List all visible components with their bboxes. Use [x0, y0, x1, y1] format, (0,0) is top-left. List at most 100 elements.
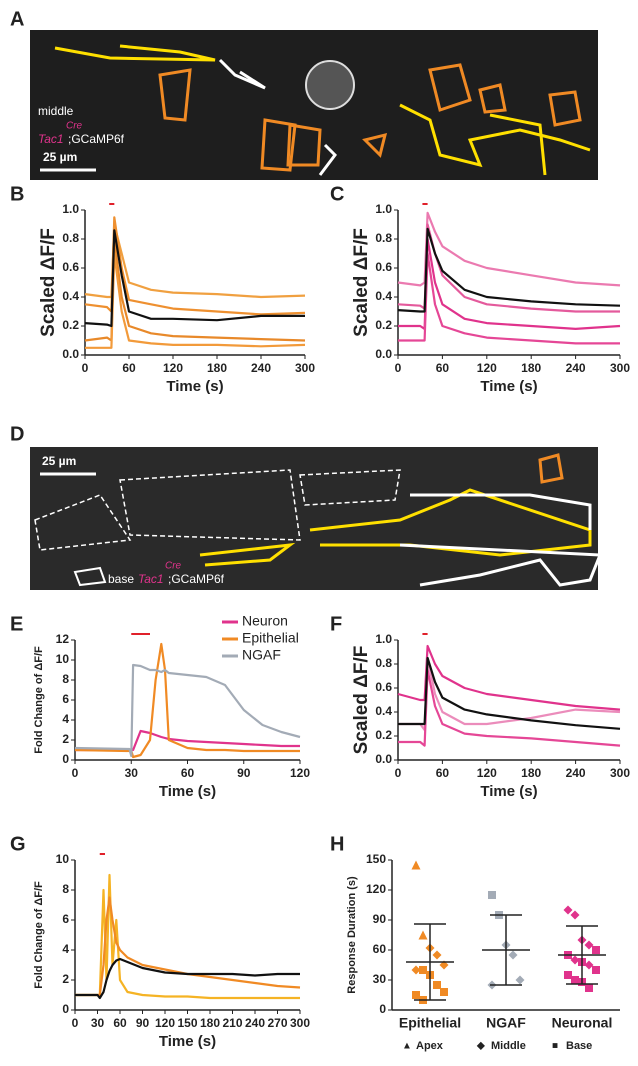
x-tick-label: Epithelial — [399, 1015, 461, 1031]
y-tick-label: 0 — [62, 1002, 69, 1016]
y-tick-label: 30 — [373, 972, 387, 986]
x-tick-label: 180 — [207, 361, 227, 375]
x-tick-label: 0 — [72, 766, 79, 780]
x-tick-label: 240 — [566, 766, 586, 780]
point — [563, 905, 573, 915]
trace — [398, 656, 621, 730]
y-tick-label: 0.0 — [375, 347, 392, 361]
legend-label: Middle — [491, 1040, 526, 1052]
trace — [397, 644, 621, 711]
y-tick-label: 0.2 — [375, 318, 392, 332]
point — [418, 930, 428, 940]
x-tick-label: 60 — [122, 361, 136, 375]
y-tick-label: 4 — [62, 712, 69, 726]
x-tick-label: 60 — [436, 361, 450, 375]
x-tick-label: 300 — [295, 361, 315, 375]
y-tick-label: 0.2 — [62, 318, 79, 332]
y-tick-label: 0.8 — [375, 656, 392, 670]
scale-label: 25 µm — [42, 454, 76, 468]
x-tick-label: 120 — [477, 766, 497, 780]
y-tick-label: 0.8 — [375, 231, 392, 245]
y-tick-label: 0.6 — [62, 260, 79, 274]
y-tick-label: 150 — [366, 852, 386, 866]
point — [564, 971, 572, 979]
x-tick-label: 180 — [521, 361, 541, 375]
trace — [74, 663, 301, 758]
trace — [398, 656, 621, 732]
point — [412, 991, 420, 999]
image-label: ;GCaMP6f — [168, 572, 225, 586]
x-tick-label: 180 — [521, 766, 541, 780]
x-tick-label: 150 — [177, 1016, 197, 1030]
point — [488, 891, 496, 899]
trace — [397, 223, 620, 313]
panel-letter: A — [10, 8, 24, 30]
trace — [84, 216, 306, 316]
x-tick-label: 300 — [290, 1016, 310, 1030]
point — [585, 984, 593, 992]
point — [433, 981, 441, 989]
x-tick-label: 0 — [82, 361, 89, 375]
y-tick-label: 0.4 — [62, 289, 79, 303]
y-tick-label: 0.6 — [375, 260, 392, 274]
y-tick-label: 1.0 — [375, 632, 392, 646]
panel-letter: H — [330, 833, 344, 855]
x-tick-label: 30 — [91, 1016, 105, 1030]
x-axis-label: Time (s) — [159, 1033, 216, 1050]
point — [570, 910, 580, 920]
x-tick-label: 30 — [125, 766, 139, 780]
point — [584, 940, 594, 950]
x-axis-label: Time (s) — [166, 378, 223, 395]
x-tick-label: 120 — [155, 1016, 175, 1030]
y-tick-label: 2 — [62, 972, 69, 986]
y-tick-label: 4 — [62, 942, 69, 956]
point — [432, 950, 442, 960]
trace — [398, 237, 621, 330]
x-tick-label: 90 — [237, 766, 251, 780]
x-tick-label: 210 — [222, 1016, 242, 1030]
point — [411, 965, 421, 975]
y-tick-label: 1.0 — [62, 202, 79, 216]
point — [411, 860, 421, 870]
x-tick-label: 240 — [566, 361, 586, 375]
x-axis-label: Time (s) — [480, 378, 537, 395]
x-tick-label: Neuronal — [552, 1015, 613, 1031]
y-tick-label: 0.0 — [62, 347, 79, 361]
legend-label: Base — [566, 1040, 592, 1052]
x-tick-label: 60 — [436, 766, 450, 780]
y-axis-label: Fold Change of ΔF/F — [33, 646, 45, 754]
scale-label: 25 µm — [43, 150, 77, 164]
y-axis-label: Response Duration (s) — [346, 876, 358, 994]
point — [571, 976, 579, 984]
y-tick-label: 8 — [62, 672, 69, 686]
x-tick-label: 240 — [251, 361, 271, 375]
x-tick-label: 120 — [477, 361, 497, 375]
trace — [75, 896, 301, 997]
x-tick-label: 0 — [72, 1016, 79, 1030]
point — [570, 955, 580, 965]
x-tick-label: 270 — [267, 1016, 287, 1030]
legend-label: Neuron — [242, 613, 288, 629]
trace — [85, 252, 306, 349]
y-axis-label: Scaled ΔF/F — [351, 228, 372, 337]
trace — [397, 211, 621, 287]
image-label: middle — [38, 104, 74, 118]
x-tick-label: NGAF — [486, 1015, 526, 1031]
image-d: 25 µm base Tac1 Cre ;GCaMP6f — [30, 447, 603, 590]
legend-label: Apex — [416, 1040, 444, 1052]
trace — [398, 668, 621, 747]
x-tick-label: 0 — [395, 361, 402, 375]
y-tick-label: 6 — [62, 912, 69, 926]
trace — [84, 223, 306, 299]
x-tick-label: 60 — [113, 1016, 127, 1030]
point — [515, 975, 525, 985]
y-tick-label: 1.0 — [375, 202, 392, 216]
y-tick-label: 6 — [62, 692, 69, 706]
y-tick-label: 0.4 — [375, 704, 392, 718]
legend-label: NGAF — [242, 647, 281, 663]
x-tick-label: 300 — [610, 361, 630, 375]
y-tick-label: 0.4 — [375, 289, 392, 303]
x-tick-label: 300 — [610, 766, 630, 780]
y-tick-label: 2 — [62, 732, 69, 746]
